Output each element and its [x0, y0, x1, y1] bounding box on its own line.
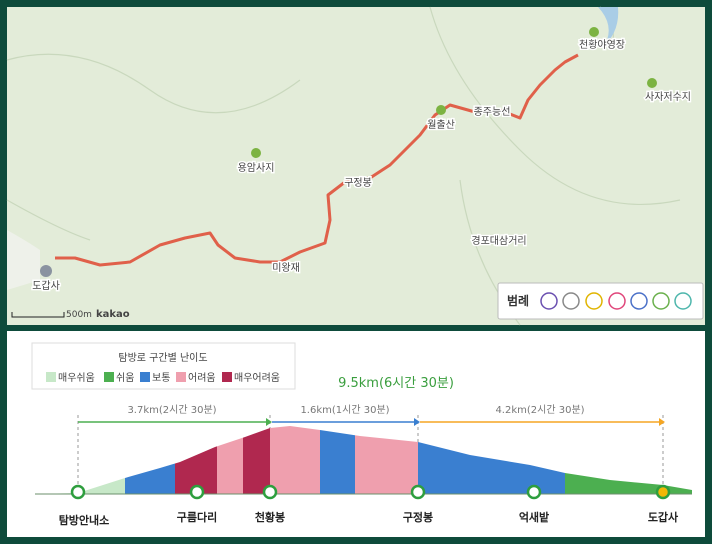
scale: 500m [66, 310, 92, 320]
place: 사자저수지 [645, 91, 691, 103]
point: 구정봉 [403, 510, 433, 524]
profile: 탐방로 구간별 난이도 매우쉬움 쉬움 보통 어려움 매우어려움 9.5km(6… [7, 331, 705, 537]
legend-item: 어려움 [188, 372, 216, 384]
legend-item: 보통 [152, 372, 170, 384]
trail [55, 53, 579, 267]
point: 천황봉 [255, 510, 285, 524]
legend-item: 매우어려움 [234, 372, 280, 384]
provider: kakao [96, 309, 130, 320]
place: 미왕재 [272, 262, 300, 274]
place: 종주능선 [474, 106, 511, 118]
section: 1.6km(1시간 30분) [300, 404, 389, 416]
place: 도갑사 [32, 280, 60, 292]
legend-icons[interactable] [540, 292, 692, 310]
place: 구정봉 [344, 177, 372, 189]
point: 구름다리 [177, 510, 217, 524]
legend-item: 매우쉬움 [58, 372, 95, 384]
total: 9.5km(6시간 30분) [338, 376, 454, 391]
place: 천황야영장 [579, 39, 625, 51]
legend-title: 범례 [507, 293, 529, 308]
section: 3.7km(2시간 30분) [127, 404, 216, 416]
place: 용암사지 [238, 162, 275, 174]
place: 월출산 [427, 119, 455, 131]
legend-item: 쉬움 [116, 372, 134, 384]
difficulty-legend [31, 342, 296, 390]
section: 4.2km(2시간 30분) [495, 404, 584, 416]
point: 탐방안내소 [59, 513, 110, 527]
legend-title: 탐방로 구간별 난이도 [118, 352, 207, 364]
map: 천황야영장 사자저수지 월출산 종주능선 용암사지 구정봉 경포대삼거리 미왕재… [6, 6, 705, 326]
point: 억새밭 [519, 510, 549, 524]
point: 도갑사 [648, 510, 679, 524]
place: 경포대삼거리 [471, 234, 526, 247]
